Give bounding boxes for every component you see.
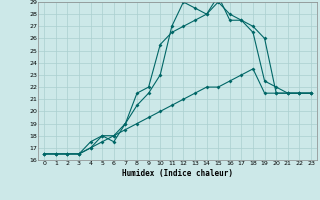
X-axis label: Humidex (Indice chaleur): Humidex (Indice chaleur) [122, 169, 233, 178]
